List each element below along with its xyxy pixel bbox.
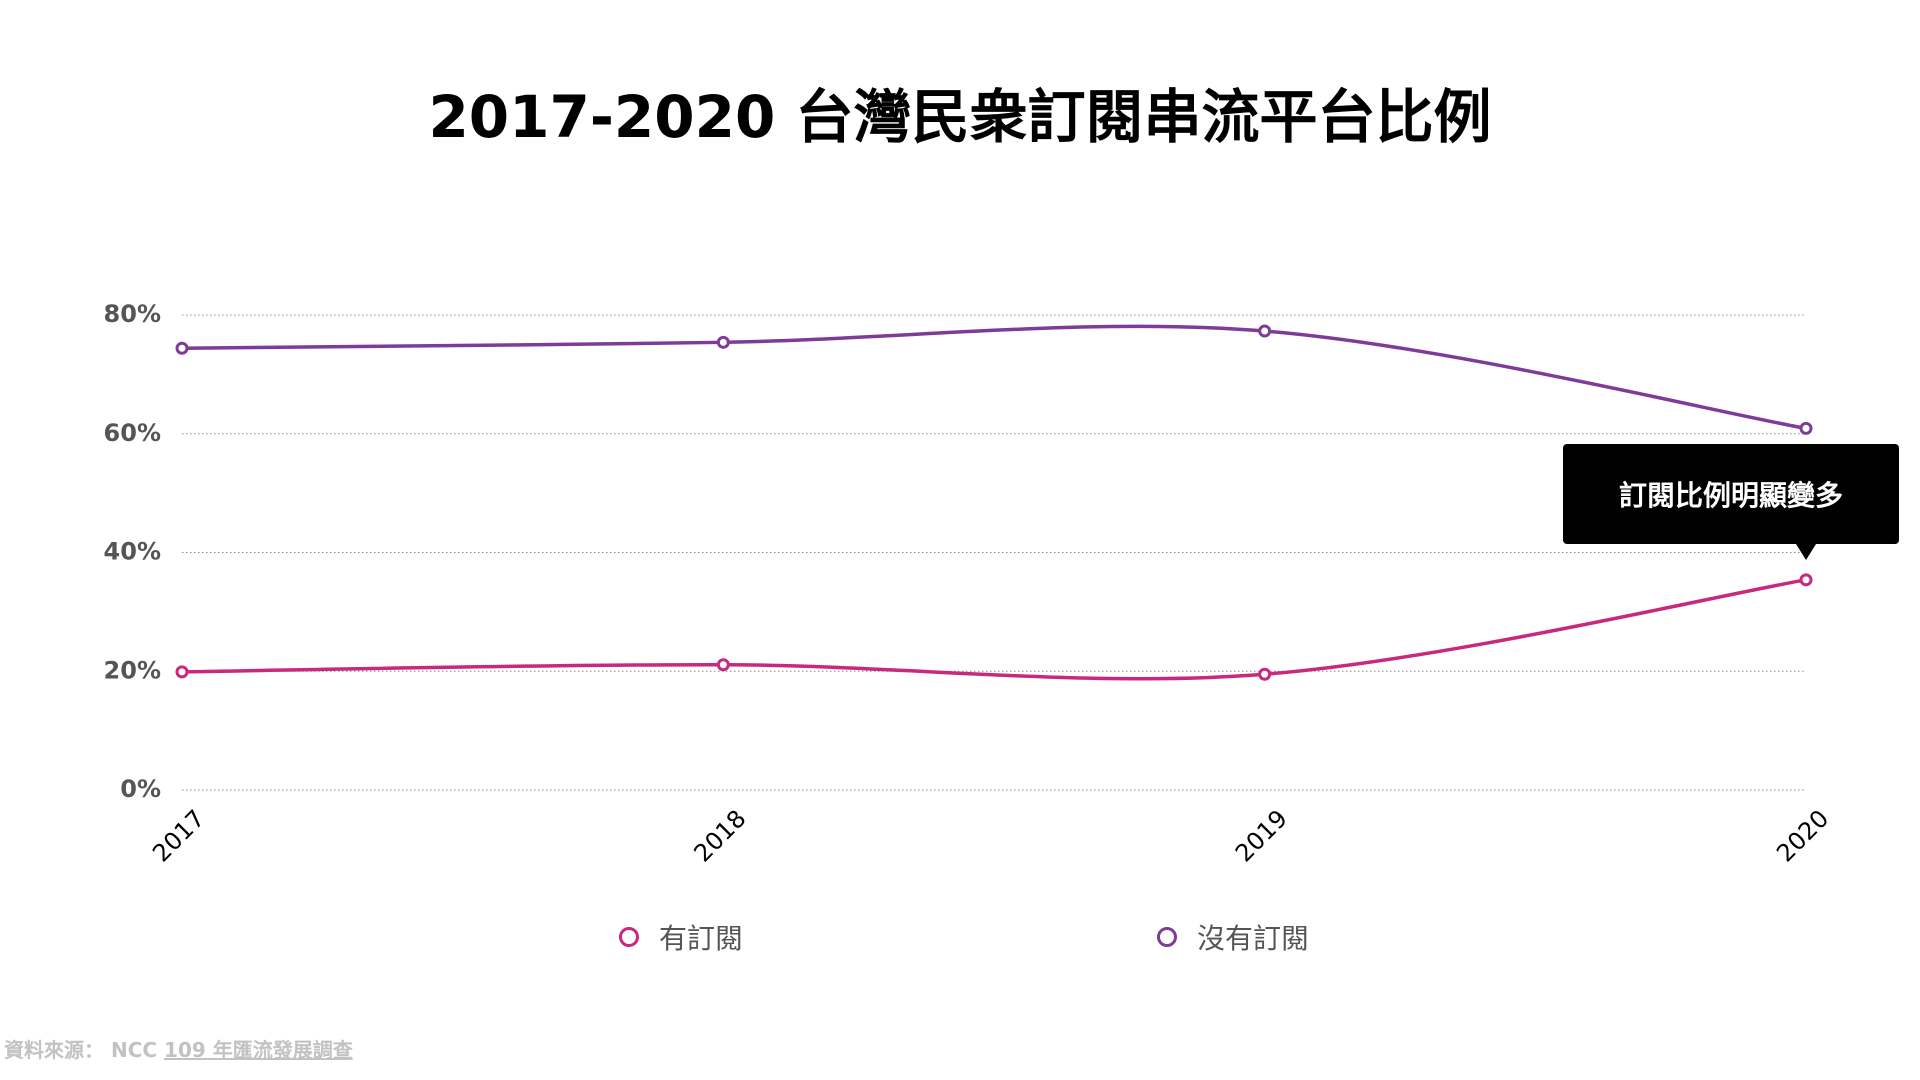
annotation-pointer [1796,543,1816,560]
y-tick-label: 20% [104,656,161,684]
legend-item-not-subscribed[interactable]: 沒有訂閱 [1157,918,1309,956]
annotation-tooltip: 訂閱比例明顯變多 [1563,443,1899,544]
legend-circle-icon [1157,927,1177,947]
series-line [180,578,1808,681]
data-point[interactable] [1799,421,1813,435]
legend-label: 有訂閱 [659,922,744,955]
legend-label: 沒有訂閱 [1197,922,1310,955]
series-0 [175,573,1813,681]
y-tick-label: 0% [120,775,161,803]
x-tick-label: 2018 [689,804,752,867]
data-point[interactable] [716,658,730,672]
y-axis: 0% 20% 40% 60% 80% [104,300,161,803]
data-point[interactable] [1258,324,1272,338]
source-org: NCC [110,1038,158,1062]
data-point[interactable] [175,341,189,355]
legend-item-subscribed[interactable]: 有訂閱 [619,918,743,956]
source-link[interactable]: 109 年匯流發展調查 [164,1038,353,1062]
source-note: 資料來源： NCC 109 年匯流發展調查 [4,1034,353,1063]
x-tick-label: 2017 [147,804,210,867]
chart-title: 2017-2020 台灣民衆訂閱串流平台比例 [428,83,1492,151]
source-label: 資料來源： [4,1038,104,1062]
data-point[interactable] [1258,667,1272,681]
x-tick-label: 2019 [1230,804,1293,867]
series-1 [175,324,1813,435]
legend-circle-icon [619,927,639,947]
y-tick-label: 80% [104,300,161,328]
x-axis: 2017 2018 2019 2020 [147,804,1834,867]
data-point[interactable] [1799,573,1813,587]
series-line [180,324,1808,431]
data-point[interactable] [716,335,730,349]
y-tick-label: 40% [104,538,161,566]
y-tick-label: 60% [104,419,161,447]
grid-lines [182,314,1806,791]
x-tick-label: 2020 [1771,804,1834,867]
data-point[interactable] [175,665,189,679]
